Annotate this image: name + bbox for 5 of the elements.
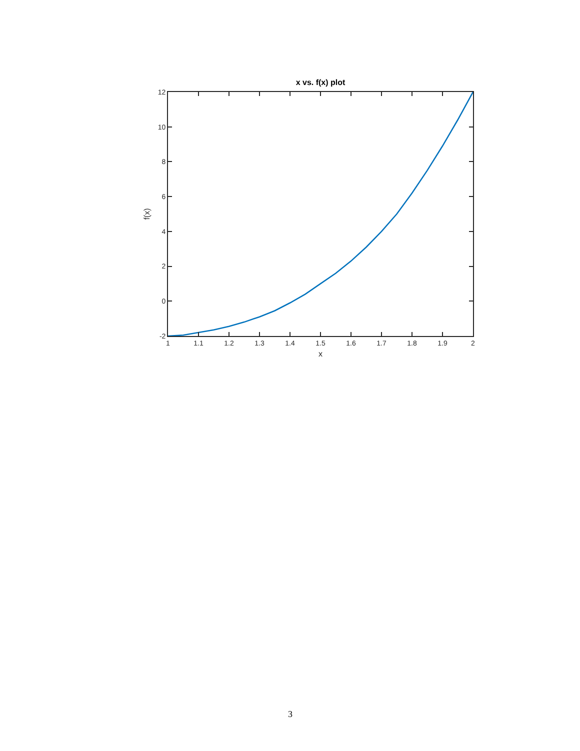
chart-title: x vs. f(x) plot (296, 78, 346, 87)
text: 3 (288, 709, 293, 719)
y-axis-title: f(x) (142, 208, 152, 220)
line-series (168, 92, 473, 336)
x-axis-title: x (318, 349, 322, 358)
